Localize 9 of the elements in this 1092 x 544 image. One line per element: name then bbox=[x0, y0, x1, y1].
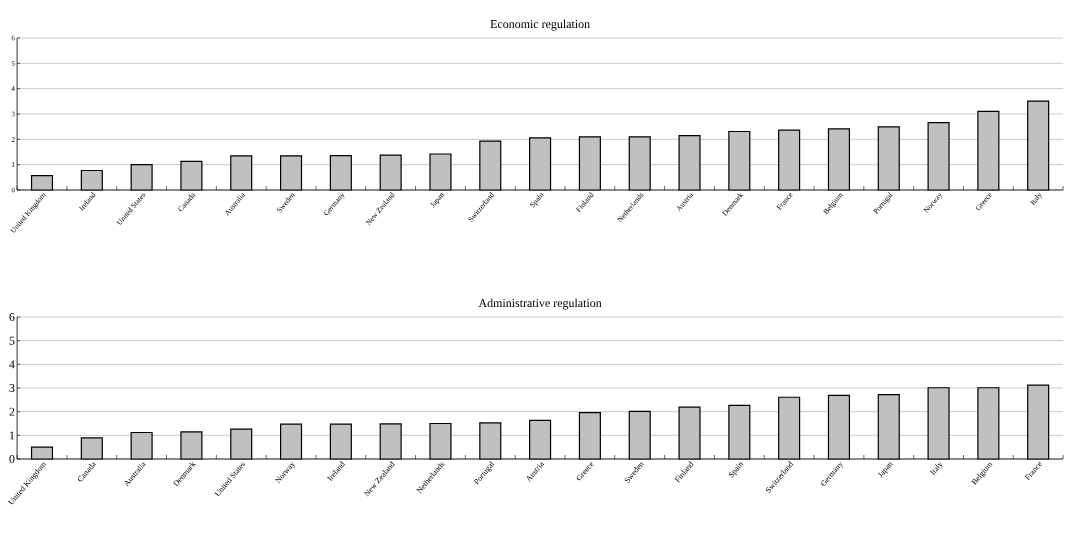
y-tick-label: 1 bbox=[9, 431, 15, 440]
y-tick-label: 0 bbox=[9, 454, 15, 464]
y-tick-label: 2 bbox=[9, 407, 15, 416]
y-tick-label: 4 bbox=[9, 360, 15, 369]
chart-title: Economic regulation bbox=[490, 19, 590, 31]
y-tick-label: 3 bbox=[9, 383, 15, 393]
y-tick-label: 6 bbox=[9, 312, 15, 322]
chart-title: Administrative regulation bbox=[478, 298, 602, 310]
y-tick-label: 5 bbox=[9, 336, 15, 345]
